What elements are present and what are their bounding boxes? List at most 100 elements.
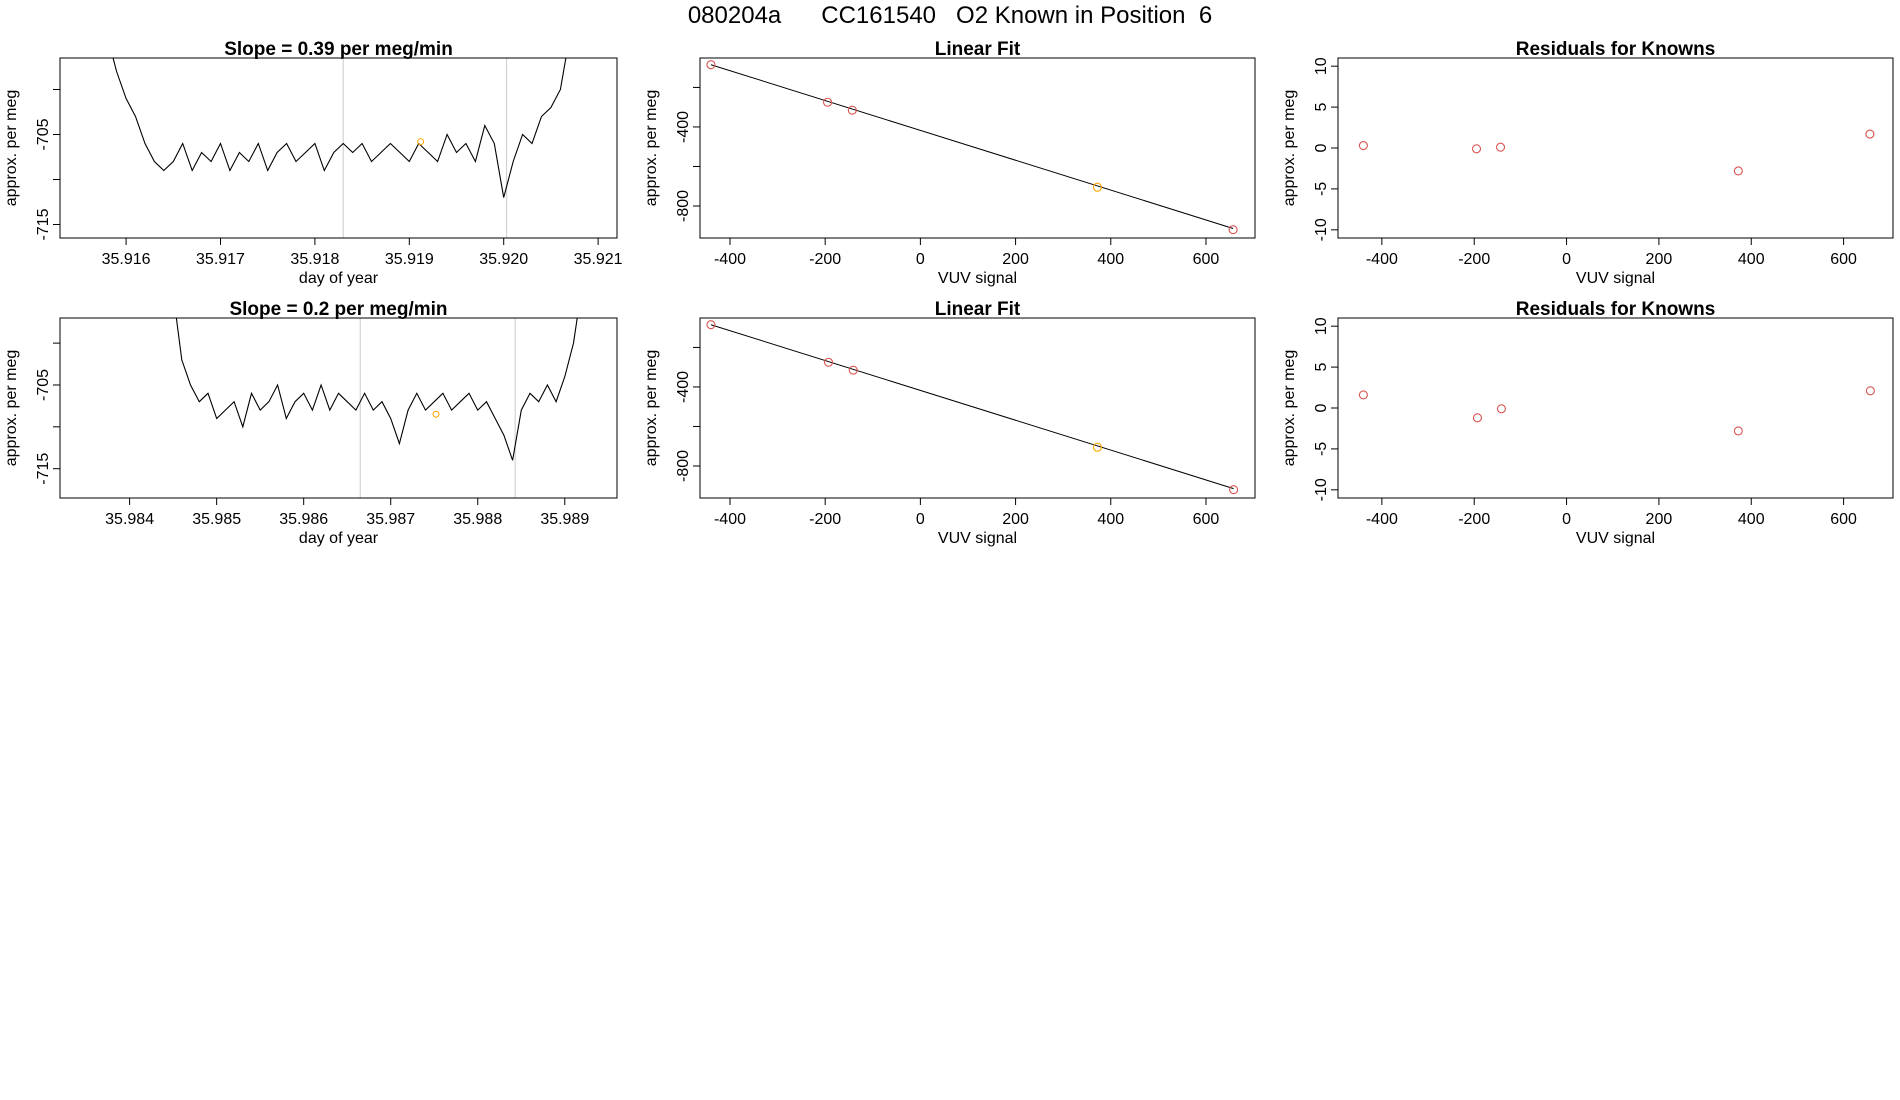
panel-title: Linear Fit (935, 299, 1021, 320)
data-point (848, 365, 858, 375)
plot-frame (699, 57, 1256, 239)
x-tick-label: 35.917 (196, 251, 245, 268)
x-tick-label: -200 (1458, 511, 1490, 528)
x-tick-label: -200 (809, 251, 841, 268)
x-axis-label: VUV signal (1576, 530, 1655, 547)
page-title: 080204a CC161540 O2 Known in Position 6 (687, 2, 1213, 29)
highlight-point (432, 410, 440, 418)
y-tick-label: -400 (675, 371, 692, 403)
data-point (706, 60, 716, 70)
x-axis-label: VUV signal (1576, 270, 1655, 287)
data-point (1092, 442, 1102, 452)
y-axis-label: approx. per meg (1281, 90, 1298, 207)
plot-frame (1337, 57, 1894, 239)
x-tick-label: 200 (1646, 511, 1673, 528)
x-tick-label: 400 (1097, 251, 1124, 268)
data-point (823, 97, 833, 107)
x-tick-label: 35.985 (192, 511, 241, 528)
x-tick-label: 35.988 (453, 511, 502, 528)
y-tick-label: -800 (675, 190, 692, 222)
panel-res1: Residuals for Knowns -400 -200 0 200 400 600 -1… (1281, 39, 1894, 287)
y-axis-label: approx. per meg (643, 90, 660, 207)
x-tick-label: 35.919 (385, 251, 434, 268)
data-point (1472, 413, 1482, 423)
y-tick-label: 0 (1313, 143, 1330, 152)
highlight-point (417, 138, 425, 146)
plot-area (1358, 129, 1875, 176)
data-point (1865, 129, 1875, 139)
data-point (706, 320, 716, 330)
y-tick-label: -400 (675, 111, 692, 143)
panel-ts1: Slope = 0.39 per meg/min 35.916 35.917 35.9… (3, 39, 623, 287)
x-tick-label: 35.984 (105, 511, 154, 528)
x-tick-label: 0 (1562, 511, 1571, 528)
y-axis-label: approx. per meg (643, 350, 660, 467)
x-axis-label: VUV signal (938, 530, 1017, 547)
data-point (847, 105, 857, 115)
plot-frame (699, 317, 1256, 499)
plot-area (112, 58, 567, 238)
y-tick-label: 0 (1313, 403, 1330, 412)
y-tick-label: -715 (35, 453, 52, 485)
x-tick-label: 400 (1097, 511, 1124, 528)
panel-title: Slope = 0.2 per meg/min (229, 299, 447, 320)
x-tick-label: 200 (1002, 511, 1029, 528)
y-tick-label: -10 (1313, 478, 1330, 501)
data-point (1733, 166, 1743, 176)
x-tick-label: 600 (1830, 251, 1857, 268)
x-tick-label: 35.920 (479, 251, 528, 268)
plot-frame (59, 317, 618, 499)
x-tick-label: 35.987 (366, 511, 415, 528)
data-point (1496, 404, 1507, 414)
x-tick-label: 600 (1193, 251, 1220, 268)
plot-area (1358, 386, 1875, 436)
series-line (112, 58, 567, 198)
panel-title: Linear Fit (935, 39, 1021, 60)
x-tick-label: 35.986 (279, 511, 328, 528)
x-tick-label: 0 (916, 511, 925, 528)
panel-res2: Residuals for Knowns -400 -200 0 200 400 600 -1… (1281, 299, 1894, 547)
data-point (1229, 485, 1239, 495)
data-point (1865, 386, 1875, 396)
data-point (1495, 142, 1506, 152)
panel-ts2: Slope = 0.2 per meg/min 35.984 35.985 35.98… (3, 299, 618, 547)
y-tick-label: -715 (35, 208, 52, 240)
y-tick-label: 10 (1313, 57, 1330, 75)
x-axis-label: VUV signal (938, 270, 1017, 287)
panel-title: Slope = 0.39 per meg/min (224, 39, 453, 60)
panel-fit2: Linear Fit -400 -200 0 200 400 600 -800 -400 VUV … (643, 299, 1256, 547)
x-tick-label: 35.989 (540, 511, 589, 528)
plot-area (706, 60, 1238, 235)
x-tick-label: 35.916 (102, 251, 151, 268)
x-tick-label: 35.918 (290, 251, 339, 268)
x-axis-label: day of year (299, 530, 379, 547)
plot-area (175, 318, 578, 498)
panel-title: Residuals for Knowns (1516, 299, 1716, 320)
x-tick-label: -400 (714, 511, 746, 528)
x-axis-label: day of year (299, 270, 379, 287)
x-tick-label: -400 (1366, 511, 1398, 528)
x-tick-label: -200 (809, 511, 841, 528)
y-tick-label: -5 (1313, 182, 1330, 196)
panel-fit1: Linear Fit -400 -200 0 200 400 600 -800 -400 VUV … (643, 39, 1256, 287)
x-tick-label: -400 (1366, 251, 1398, 268)
plot-frame (1337, 317, 1894, 499)
x-tick-label: 400 (1738, 251, 1765, 268)
data-point (823, 357, 834, 367)
y-axis-label: approx. per meg (1281, 350, 1298, 467)
x-tick-label: 200 (1002, 251, 1029, 268)
x-tick-label: 400 (1738, 511, 1765, 528)
data-point (1358, 390, 1368, 400)
y-tick-label: 10 (1313, 317, 1330, 335)
panel-title: Residuals for Knowns (1516, 39, 1716, 60)
data-point (1471, 144, 1482, 154)
data-point (1358, 140, 1368, 151)
x-tick-label: 0 (1562, 251, 1571, 268)
x-tick-label: 200 (1646, 251, 1673, 268)
y-axis-label: approx. per meg (3, 90, 20, 207)
y-axis-label: approx. per meg (3, 350, 20, 467)
y-tick-label: 5 (1313, 103, 1330, 112)
y-tick-label: -705 (35, 118, 52, 150)
data-point (1228, 225, 1238, 235)
